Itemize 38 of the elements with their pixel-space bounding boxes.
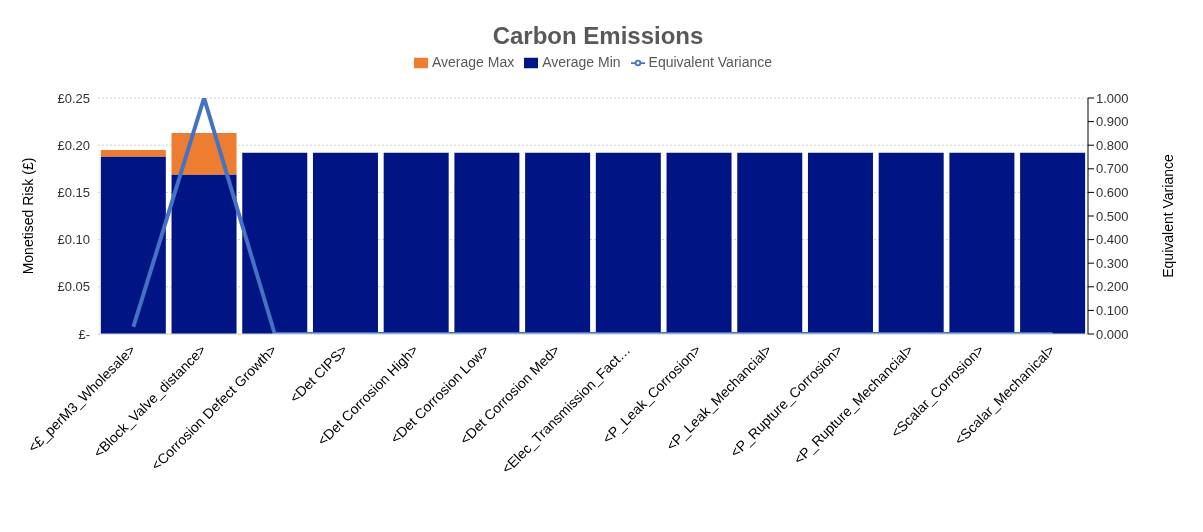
bar xyxy=(171,174,237,334)
bar xyxy=(454,152,520,334)
y-axis-title: Monetised Risk (£) xyxy=(19,157,36,275)
bar xyxy=(100,156,166,334)
y-tick-label: £- xyxy=(78,326,90,342)
legend-label: Equivalent Variance xyxy=(648,54,773,70)
bar xyxy=(312,152,378,334)
bar xyxy=(1020,152,1086,334)
y2-axis-title: Equivalent Variance xyxy=(1159,154,1176,278)
bar xyxy=(525,152,591,334)
y-tick-label: £0.05 xyxy=(57,279,90,295)
y-tick-label: £0.15 xyxy=(57,185,90,201)
legend-label: Average Max xyxy=(431,54,515,70)
chart-title: Carbon Emissions xyxy=(492,22,704,49)
y-tick-label: £0.10 xyxy=(57,232,90,248)
bar xyxy=(737,152,803,334)
bar xyxy=(666,152,732,334)
y2-tick-label: 0.300 xyxy=(1096,255,1129,271)
y-tick-label: £0.25 xyxy=(57,90,90,106)
y2-tick-label: 0.900 xyxy=(1096,114,1129,130)
bar xyxy=(878,152,944,334)
legend-label: Average Min xyxy=(542,54,621,70)
bar xyxy=(242,152,308,334)
y2-tick-label: 0.400 xyxy=(1096,232,1129,248)
y2-tick-label: 0.500 xyxy=(1096,208,1129,224)
y2-tick-label: 0.100 xyxy=(1096,303,1129,319)
y2-tick-label: 0.700 xyxy=(1096,161,1129,177)
y-tick-label: £0.20 xyxy=(57,137,90,153)
y2-tick-label: 1.000 xyxy=(1096,90,1129,106)
y2-tick-label: 0.200 xyxy=(1096,279,1129,295)
bar xyxy=(949,152,1015,334)
bar xyxy=(100,149,166,157)
y2-tick-label: 0.600 xyxy=(1096,185,1129,201)
y2-tick-label: 0.000 xyxy=(1096,326,1129,342)
bar xyxy=(595,152,661,334)
bar xyxy=(383,152,449,334)
y2-tick-label: 0.800 xyxy=(1096,137,1129,153)
bar xyxy=(807,152,873,334)
